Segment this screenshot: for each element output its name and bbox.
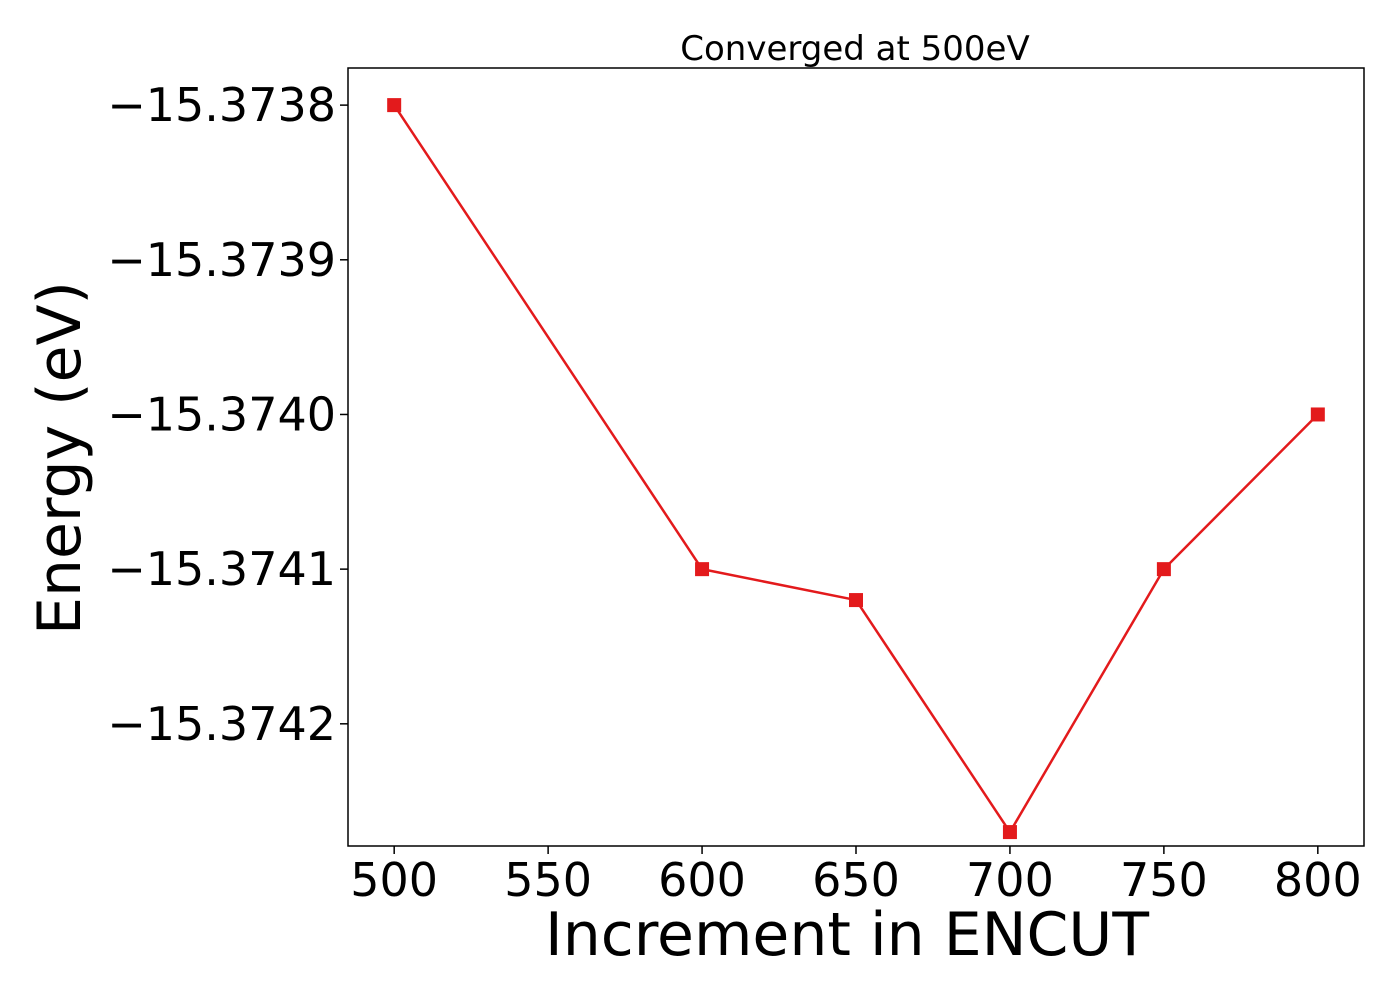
x-axis-ticks: 500 550 600 650 700 750 800 [350, 846, 1362, 907]
x-tick-label: 750 [1120, 853, 1208, 907]
x-tick-label: 550 [504, 853, 592, 907]
y-tick-label: −15.3741 [107, 542, 336, 596]
x-tick-label: 500 [350, 853, 438, 907]
series-line [393, 104, 1319, 834]
data-point-marker [1002, 825, 1017, 840]
y-tick-label: −15.3739 [107, 233, 336, 287]
data-point-marker [849, 593, 863, 608]
x-axis-label: Increment in ENCUT [545, 900, 1149, 970]
y-axis-ticks: −15.3738 −15.3739 −15.3740 −15.3741 −15.3742 [107, 78, 348, 751]
x-tick-label: 650 [812, 853, 900, 907]
data-point-marker [1310, 407, 1325, 422]
plot-area-frame [347, 67, 1365, 847]
x-tick-label: 700 [966, 853, 1054, 907]
chart-title: Converged at 500eV [680, 29, 1029, 69]
x-tick-label: 800 [1274, 853, 1362, 907]
data-point-marker [387, 98, 402, 113]
y-tick-label: −15.3740 [107, 387, 336, 441]
y-tick-label: −15.3742 [107, 697, 336, 751]
data-point-marker [1156, 562, 1171, 577]
y-tick-label: −15.3738 [107, 78, 336, 132]
x-tick-label: 600 [658, 853, 746, 907]
series-layer [387, 98, 1325, 840]
y-axis-label: Energy (eV) [25, 281, 95, 635]
data-point-marker [695, 562, 710, 577]
